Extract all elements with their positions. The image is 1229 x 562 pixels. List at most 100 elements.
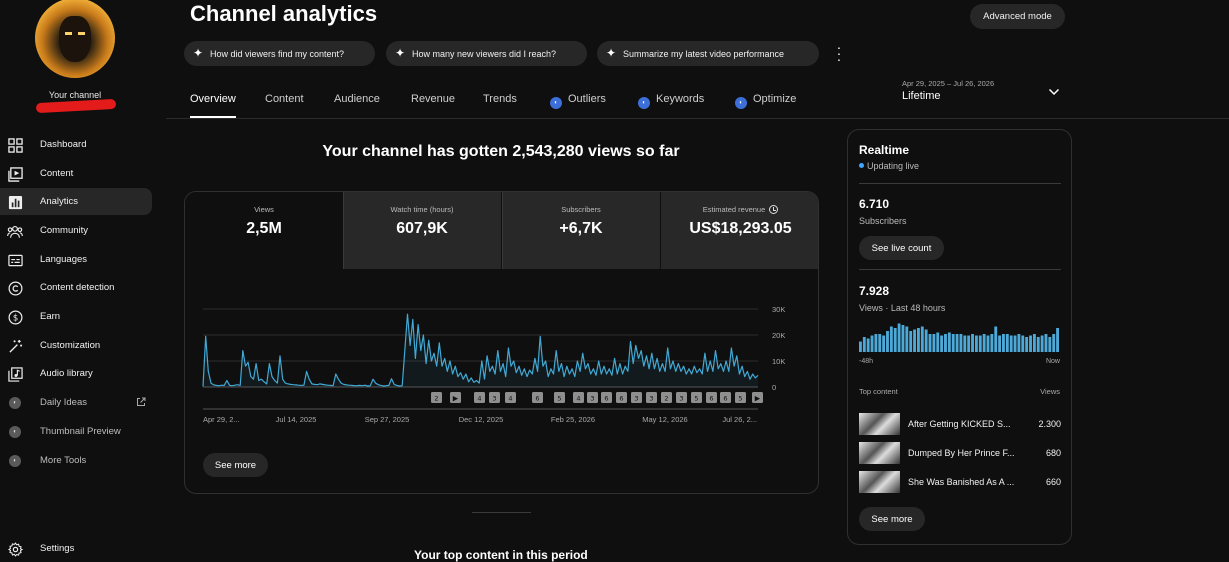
sidebar-item-settings[interactable]: Settings (0, 535, 152, 562)
divider (859, 269, 1061, 270)
video-marker[interactable]: 4 (474, 392, 485, 403)
svg-text:4: 4 (477, 395, 481, 403)
advanced-mode-button[interactable]: Advanced mode (970, 4, 1065, 29)
realtime-title: Realtime (859, 143, 910, 157)
sidebar-item-thumbnail-preview[interactable]: ◐ Thumbnail Preview (0, 418, 152, 445)
video-marker[interactable]: 5 (691, 392, 702, 403)
metric-tab-watch-time[interactable]: Watch time (hours) 607,9K (343, 192, 501, 269)
metric-tab-revenue[interactable]: Estimated revenue US$18,293.05 (661, 192, 818, 269)
x-tick-label: Apr 29, 2... (203, 415, 240, 424)
views-column-label: Views (1040, 387, 1060, 396)
realtime-views-bar-chart[interactable] (859, 322, 1059, 352)
sidebar-item-audio-library[interactable]: Audio library (0, 360, 152, 387)
sidebar-item-daily-ideas[interactable]: ◐ Daily Ideas (0, 389, 152, 416)
tab-label: Optimize (753, 93, 797, 105)
video-marker[interactable]: 2 (661, 392, 672, 403)
video-marker[interactable]: ▶ (450, 392, 461, 403)
axis-start-label: -48h (859, 358, 874, 365)
suggestion-chip[interactable]: ✦ How many new viewers did I reach? (386, 41, 587, 66)
video-marker[interactable]: 4 (505, 392, 516, 403)
more-options-icon[interactable]: · · · (836, 39, 842, 67)
sidebar-item-languages[interactable]: Languages (0, 246, 152, 273)
realtime-bar (959, 334, 963, 352)
realtime-bar (913, 329, 916, 352)
x-tick-label: Dec 12, 2025 (459, 415, 504, 424)
active-tab-indicator (190, 116, 236, 118)
video-marker[interactable]: 3 (631, 392, 642, 403)
sidebar-item-content[interactable]: Content (0, 160, 152, 187)
realtime-subscribers-value: 6.710 (859, 197, 890, 211)
top-content-row[interactable]: After Getting KICKED S... 2.300 (859, 413, 1061, 435)
tab-overview[interactable]: Overview (190, 93, 236, 105)
top-content-row[interactable]: She Was Banished As A ... 660 (859, 471, 1061, 493)
realtime-bar (1048, 337, 1052, 352)
top-content-row[interactable]: Dumped By Her Prince F... 680 (859, 442, 1061, 464)
realtime-bar (947, 332, 951, 352)
tab-trends[interactable]: Trends (483, 93, 517, 105)
divider (859, 183, 1061, 184)
video-marker[interactable]: 3 (489, 392, 500, 403)
suggestion-chip[interactable]: ✦ Summarize my latest video performance (597, 41, 819, 66)
realtime-bar (916, 328, 920, 352)
suggestion-chip[interactable]: ✦ How did viewers find my content? (184, 41, 375, 66)
svg-text:2: 2 (664, 395, 668, 403)
audio-library-icon (7, 366, 23, 382)
tab-content[interactable]: Content (265, 93, 304, 105)
svg-text:4: 4 (508, 395, 512, 403)
views-line-chart[interactable]: 30K 20K 10K 0 2 ▶ 4 3 4 6 5 4 3 6 6 3 3 2 3 5 6 6 5 ▶ Apr 29, 2.… (185, 269, 818, 493)
sidebar-item-community[interactable]: Community (0, 217, 152, 244)
video-marker[interactable]: 3 (646, 392, 657, 403)
video-marker[interactable]: 6 (601, 392, 612, 403)
metric-tab-subscribers[interactable]: Subscribers +6,7K (502, 192, 660, 269)
tab-audience[interactable]: Audience (334, 93, 380, 105)
metric-value: US$18,293.05 (689, 220, 792, 237)
channel-name-redaction (35, 98, 117, 114)
svg-text:2: 2 (434, 395, 438, 403)
realtime-bar (1032, 334, 1036, 352)
video-marker[interactable]: 6 (706, 392, 717, 403)
metric-tab-views[interactable]: Views 2,5M (185, 192, 343, 269)
realtime-see-more-button[interactable]: See more (859, 507, 925, 531)
chevron-down-icon (1048, 88, 1060, 96)
y-tick-label: 30K (772, 305, 785, 314)
video-marker[interactable]: ▶ (752, 392, 763, 403)
realtime-bar (944, 334, 947, 352)
live-status: Updating live (859, 161, 919, 171)
sidebar-item-earn[interactable]: $ Earn (0, 303, 152, 330)
sidebar-item-content-detection[interactable]: Content detection (0, 274, 152, 301)
tab-keywords[interactable]: ◐ Keywords (638, 93, 704, 109)
sidebar-item-more-tools[interactable]: ◐ More Tools (0, 447, 152, 474)
date-period-label: Lifetime (902, 90, 941, 102)
video-marker[interactable]: 4 (573, 392, 584, 403)
realtime-card: Realtime Updating live 6.710 Subscribers… (847, 129, 1072, 545)
realtime-bar (928, 334, 932, 352)
sidebar-item-analytics[interactable]: Analytics (0, 188, 152, 215)
metric-value: 2,5M (246, 220, 282, 237)
extension-icon: ◐ (7, 453, 23, 469)
realtime-bar (998, 335, 1002, 352)
see-live-count-button[interactable]: See live count (859, 236, 944, 260)
sidebar-item-label: More Tools (40, 455, 87, 466)
sidebar-item-dashboard[interactable]: Dashboard (0, 131, 152, 158)
channel-avatar[interactable] (35, 0, 115, 78)
video-marker[interactable]: 6 (720, 392, 731, 403)
svg-text:6: 6 (723, 395, 727, 403)
svg-text:▶: ▶ (755, 395, 761, 403)
video-marker[interactable]: 5 (554, 392, 565, 403)
video-views: 660 (1045, 477, 1061, 487)
video-marker[interactable]: 6 (532, 392, 543, 403)
tab-revenue[interactable]: Revenue (411, 93, 456, 105)
video-marker[interactable]: 3 (676, 392, 687, 403)
video-marker[interactable]: 5 (735, 392, 746, 403)
realtime-bar (1009, 335, 1013, 352)
tab-optimize[interactable]: ◐ Optimize (735, 93, 796, 109)
realtime-bar (971, 334, 974, 352)
realtime-bar (859, 341, 862, 352)
video-marker[interactable]: 6 (616, 392, 627, 403)
copyright-icon (7, 280, 23, 296)
sidebar-item-customization[interactable]: Customization (0, 332, 152, 359)
see-more-button[interactable]: See more (203, 453, 268, 477)
video-marker[interactable]: 2 (431, 392, 442, 403)
video-marker[interactable]: 3 (587, 392, 598, 403)
tab-outliers[interactable]: ◐ Outliers (550, 93, 606, 109)
